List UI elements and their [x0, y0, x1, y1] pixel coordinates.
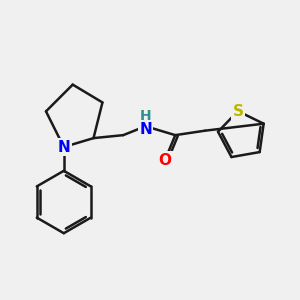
Text: O: O [158, 153, 171, 168]
Text: N: N [57, 140, 70, 154]
Text: N: N [139, 122, 152, 137]
Text: H: H [140, 109, 152, 123]
Text: S: S [232, 103, 243, 118]
